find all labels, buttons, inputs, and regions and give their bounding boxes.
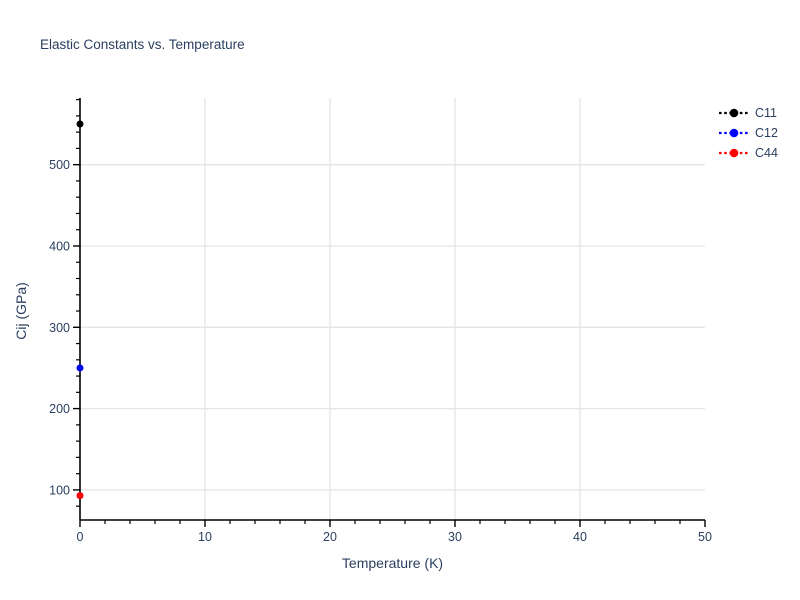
legend-line-sample [719, 148, 749, 158]
legend-marker-icon [729, 108, 739, 118]
y-tick-label: 300 [49, 321, 70, 335]
x-tick-label: 50 [698, 530, 712, 544]
legend-item-c11[interactable]: C11 [718, 103, 778, 123]
x-tick-label: 30 [448, 530, 462, 544]
legend-label: C44 [755, 146, 778, 160]
y-tick-label: 400 [49, 239, 70, 253]
legend-marker-icon [729, 128, 739, 138]
legend-line-sample [719, 128, 749, 138]
y-tick-label: 500 [49, 158, 70, 172]
legend-marker-icon [729, 148, 739, 158]
y-tick-label: 100 [49, 483, 70, 497]
legend: C11 C12 C44 [718, 103, 778, 163]
data-point-c44 [76, 492, 84, 500]
legend-label: C12 [755, 126, 778, 140]
legend-line-sample [719, 108, 749, 118]
x-tick-label: 0 [77, 530, 84, 544]
chart-title: Elastic Constants vs. Temperature [40, 37, 245, 52]
x-tick-label: 40 [573, 530, 587, 544]
legend-item-c44[interactable]: C44 [718, 143, 778, 163]
legend-item-c12[interactable]: C12 [718, 123, 778, 143]
y-tick-label: 200 [49, 402, 70, 416]
legend-label: C11 [755, 106, 778, 120]
data-point-c11 [76, 120, 84, 128]
data-point-c12 [76, 364, 84, 372]
x-tick-label: 20 [323, 530, 337, 544]
x-tick-label: 10 [198, 530, 212, 544]
x-axis-title: Temperature (K) [341, 555, 444, 571]
